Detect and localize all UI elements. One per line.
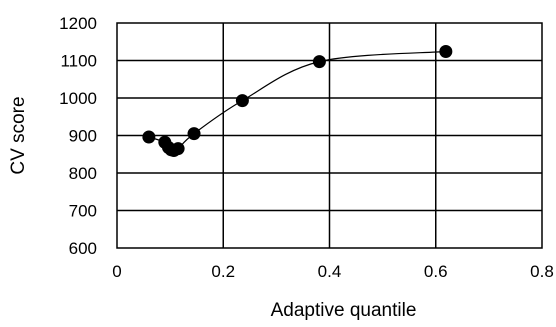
x-tick-labels: 0 0.2 0.4 0.6 0.8 <box>112 262 554 281</box>
y-tick-label: 900 <box>69 127 97 146</box>
data-point <box>235 94 249 108</box>
y-axis-title: CV score <box>8 96 29 174</box>
x-tick-label: 0.4 <box>318 262 342 281</box>
y-tick-label: 600 <box>69 239 97 258</box>
data-point <box>439 45 453 58</box>
x-tick-label: 0.6 <box>424 262 448 281</box>
y-tick-labels: 600 700 800 900 1000 1100 1200 <box>59 14 97 258</box>
y-tick-label: 800 <box>69 164 97 183</box>
y-tick-label: 700 <box>69 202 97 221</box>
y-tick-label: 1100 <box>60 52 97 71</box>
data-point <box>312 55 326 69</box>
y-tick-label: 1200 <box>59 14 97 33</box>
data-point <box>171 142 185 156</box>
grid-lines <box>117 23 542 248</box>
data-points <box>142 45 453 157</box>
x-axis-title: Adaptive quantile <box>271 300 417 321</box>
data-point <box>187 127 201 141</box>
plot-frame <box>116 22 543 249</box>
data-point <box>142 130 156 144</box>
x-tick-label: 0.8 <box>530 262 554 281</box>
x-tick-label: 0 <box>112 262 121 281</box>
x-tick-label: 0.2 <box>211 262 235 281</box>
y-tick-label: 1000 <box>59 89 97 108</box>
